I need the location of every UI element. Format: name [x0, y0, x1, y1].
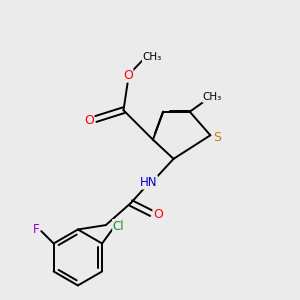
Text: Cl: Cl	[113, 220, 124, 232]
Text: O: O	[84, 114, 94, 127]
Text: O: O	[153, 208, 163, 221]
Text: CH₃: CH₃	[203, 92, 222, 102]
Text: CH₃: CH₃	[142, 52, 162, 62]
Text: O: O	[123, 69, 133, 82]
Text: HN: HN	[140, 176, 157, 189]
Text: F: F	[33, 223, 39, 236]
Text: S: S	[213, 131, 221, 144]
